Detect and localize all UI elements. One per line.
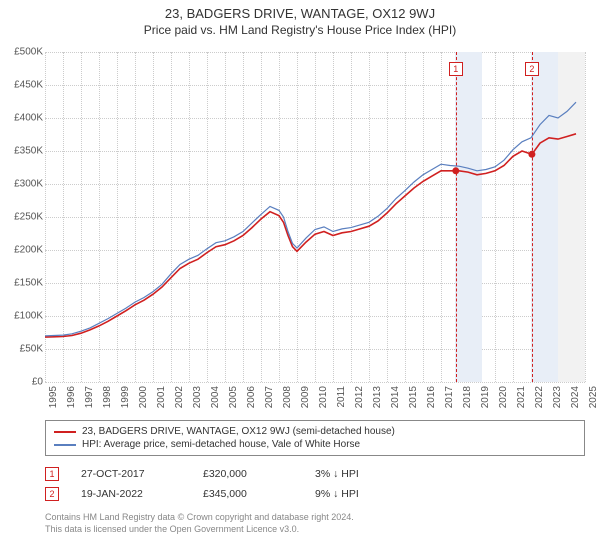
legend-row: HPI: Average price, semi-detached house,… xyxy=(54,438,576,451)
legend-swatch-hpi xyxy=(54,444,76,446)
x-tick-label: 2000 xyxy=(138,386,149,408)
y-tick-label: £150K xyxy=(3,278,43,289)
event-badge: 1 xyxy=(45,467,59,481)
plot-svg xyxy=(45,52,585,382)
event-date: 19-JAN-2022 xyxy=(81,488,181,500)
sale-marker-dot xyxy=(528,151,535,158)
event-price: £320,000 xyxy=(203,468,293,480)
event-row: 2 19-JAN-2022 £345,000 9% ↓ HPI xyxy=(45,484,585,504)
legend-row: 23, BADGERS DRIVE, WANTAGE, OX12 9WJ (se… xyxy=(54,425,576,438)
copyright: Contains HM Land Registry data © Crown c… xyxy=(45,512,585,535)
footer: 23, BADGERS DRIVE, WANTAGE, OX12 9WJ (se… xyxy=(45,420,585,535)
x-tick-label: 2013 xyxy=(372,386,383,408)
x-tick-label: 2012 xyxy=(354,386,365,408)
legend-label-hpi: HPI: Average price, semi-detached house,… xyxy=(82,439,360,450)
x-tick-label: 2019 xyxy=(480,386,491,408)
copyright-line: This data is licensed under the Open Gov… xyxy=(45,524,585,536)
y-tick-label: £350K xyxy=(3,146,43,157)
legend-box: 23, BADGERS DRIVE, WANTAGE, OX12 9WJ (se… xyxy=(45,420,585,456)
y-tick-label: £400K xyxy=(3,113,43,124)
chart-container: 23, BADGERS DRIVE, WANTAGE, OX12 9WJ Pri… xyxy=(0,0,600,560)
x-tick-label: 2005 xyxy=(228,386,239,408)
y-tick-label: £50K xyxy=(3,344,43,355)
x-tick-label: 2004 xyxy=(210,386,221,408)
x-tick-label: 2023 xyxy=(552,386,563,408)
x-tick-label: 2011 xyxy=(336,386,347,408)
chart-subtitle: Price paid vs. HM Land Registry's House … xyxy=(0,23,600,37)
y-tick-label: £450K xyxy=(3,80,43,91)
sale-marker-dot xyxy=(452,167,459,174)
series-line-hpi xyxy=(45,102,576,336)
y-tick-label: £200K xyxy=(3,245,43,256)
title-block: 23, BADGERS DRIVE, WANTAGE, OX12 9WJ Pri… xyxy=(0,0,600,37)
x-tick-label: 2018 xyxy=(462,386,473,408)
x-tick-label: 2002 xyxy=(174,386,185,408)
x-tick-label: 2022 xyxy=(534,386,545,408)
y-tick-label: £0 xyxy=(3,377,43,388)
event-price: £345,000 xyxy=(203,488,293,500)
x-tick-label: 2020 xyxy=(498,386,509,408)
y-tick-label: £500K xyxy=(3,47,43,58)
event-row: 1 27-OCT-2017 £320,000 3% ↓ HPI xyxy=(45,464,585,484)
series-line-property xyxy=(45,134,576,337)
x-tick-label: 2007 xyxy=(264,386,275,408)
x-tick-label: 2003 xyxy=(192,386,203,408)
y-tick-label: £250K xyxy=(3,212,43,223)
events-table: 1 27-OCT-2017 £320,000 3% ↓ HPI 2 19-JAN… xyxy=(45,464,585,504)
legend-label-property: 23, BADGERS DRIVE, WANTAGE, OX12 9WJ (se… xyxy=(82,426,395,437)
event-delta: 9% ↓ HPI xyxy=(315,488,359,500)
y-tick-label: £100K xyxy=(3,311,43,322)
x-tick-label: 2006 xyxy=(246,386,257,408)
x-tick-label: 2016 xyxy=(426,386,437,408)
chart-area: 12 £0£50K£100K£150K£200K£250K£300K£350K£… xyxy=(45,52,585,382)
copyright-line: Contains HM Land Registry data © Crown c… xyxy=(45,512,585,524)
x-tick-label: 2021 xyxy=(516,386,527,408)
x-tick-label: 2024 xyxy=(570,386,581,408)
legend-swatch-property xyxy=(54,431,76,433)
y-tick-label: £300K xyxy=(3,179,43,190)
event-delta: 3% ↓ HPI xyxy=(315,468,359,480)
x-tick-label: 2014 xyxy=(390,386,401,408)
x-tick-label: 1996 xyxy=(66,386,77,408)
x-tick-label: 2015 xyxy=(408,386,419,408)
event-badge: 2 xyxy=(45,487,59,501)
x-tick-label: 1995 xyxy=(48,386,59,408)
x-tick-label: 2017 xyxy=(444,386,455,408)
x-tick-label: 2009 xyxy=(300,386,311,408)
x-tick-label: 2025 xyxy=(588,386,599,408)
x-tick-label: 2010 xyxy=(318,386,329,408)
event-date: 27-OCT-2017 xyxy=(81,468,181,480)
x-tick-label: 2001 xyxy=(156,386,167,408)
x-tick-label: 1997 xyxy=(84,386,95,408)
x-tick-label: 1998 xyxy=(102,386,113,408)
x-tick-label: 1999 xyxy=(120,386,131,408)
chart-title: 23, BADGERS DRIVE, WANTAGE, OX12 9WJ xyxy=(0,6,600,21)
x-tick-label: 2008 xyxy=(282,386,293,408)
